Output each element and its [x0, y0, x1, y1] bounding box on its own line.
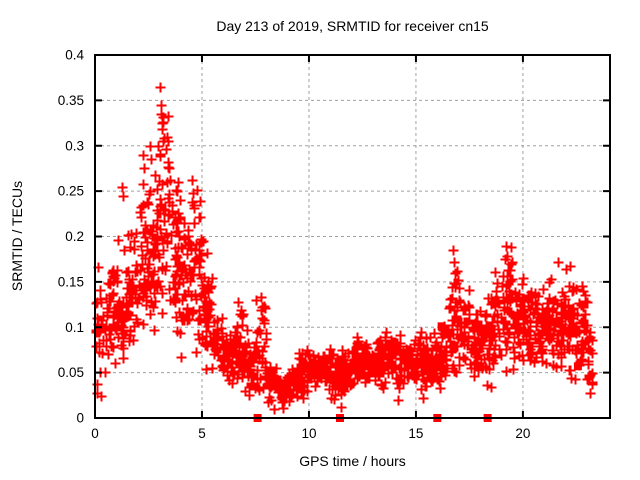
y-tick-label: 0.35: [58, 93, 84, 108]
x-tick-label: 10: [301, 426, 316, 441]
x-tick-label: 20: [515, 426, 530, 441]
x-tick-label: 5: [198, 426, 206, 441]
tick-marks: [94, 54, 610, 419]
y-tick-label: 0.4: [65, 48, 84, 63]
x-axis-label: GPS time / hours: [299, 453, 406, 469]
y-tick-label: 0: [76, 411, 84, 426]
square-marker: [334, 366, 343, 375]
x-tick-label: 0: [91, 426, 99, 441]
x-tick-label: 15: [408, 426, 423, 441]
y-tick-label: 0.3: [65, 138, 84, 153]
square-marker: [437, 322, 446, 331]
chart-title: Day 213 of 2019, SRMTID for receiver cn1…: [216, 18, 489, 34]
square-marker: [573, 362, 582, 371]
y-tick-label: 0.1: [65, 320, 84, 335]
tick-labels: 0 5 10 15 20 0 0.05 0.1 0.15 0.2 0.25 0.3 0.35 0.4: [58, 48, 531, 442]
y-tick-label: 0.05: [58, 365, 84, 380]
scatter-plus-markers: [91, 82, 598, 415]
y-tick-label: 0.15: [58, 274, 84, 289]
y-tick-label: 0.25: [58, 184, 84, 199]
square-marker: [476, 363, 485, 372]
y-tick-label: 0.2: [65, 229, 84, 244]
